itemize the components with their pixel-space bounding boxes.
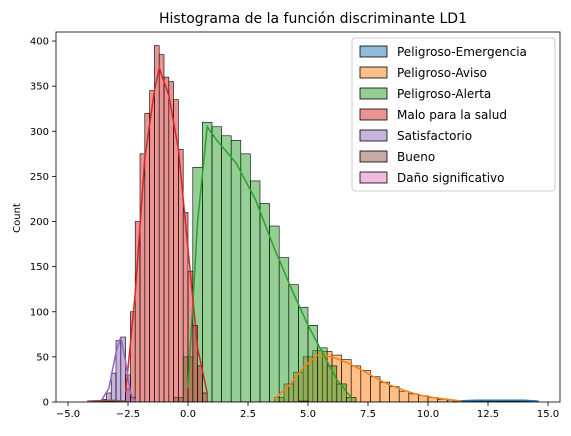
histogram-bar bbox=[398, 390, 410, 402]
kde-line bbox=[273, 354, 462, 402]
histogram-bar bbox=[370, 376, 381, 402]
x-tick-label: 15.0 bbox=[537, 409, 559, 420]
histogram-bar bbox=[202, 392, 208, 402]
legend-swatch bbox=[359, 45, 388, 58]
y-tick-label: 250 bbox=[30, 172, 49, 183]
legend-entry: Bueno bbox=[397, 150, 435, 164]
histogram-bar bbox=[269, 225, 280, 402]
y-tick-label: 350 bbox=[30, 82, 49, 93]
x-tick-label: −5.0 bbox=[56, 409, 80, 420]
histogram-bar bbox=[350, 365, 362, 402]
y-tick-label: 400 bbox=[30, 37, 49, 48]
x-tick-label: 10.0 bbox=[417, 409, 439, 420]
plot-area bbox=[87, 45, 539, 402]
kde-line bbox=[124, 65, 208, 394]
histogram-bar bbox=[221, 135, 232, 402]
histogram-bar bbox=[307, 324, 318, 402]
chart-title: Histograma de la función discriminante L… bbox=[159, 11, 467, 27]
histogram-bar bbox=[149, 90, 155, 402]
histogram-bar bbox=[230, 139, 242, 402]
y-tick-label: 0 bbox=[43, 398, 49, 409]
x-tick-label: 7.5 bbox=[360, 409, 376, 420]
y-axis-label: Count bbox=[12, 203, 23, 233]
x-tick-label: 2.5 bbox=[240, 409, 256, 420]
y-tick-label: 50 bbox=[36, 352, 49, 363]
kde-line bbox=[187, 124, 352, 398]
histogram-bar bbox=[240, 153, 251, 402]
kde-line bbox=[451, 399, 539, 402]
legend-swatch bbox=[359, 129, 388, 142]
series-6 bbox=[298, 400, 309, 402]
kde-line bbox=[100, 336, 136, 402]
histogram-bar bbox=[197, 365, 203, 402]
histogram-bar bbox=[154, 45, 160, 402]
x-tick-label: −2.5 bbox=[116, 409, 140, 420]
histogram-bar bbox=[168, 81, 174, 402]
legend-swatch bbox=[359, 171, 388, 184]
y-tick-label: 200 bbox=[30, 217, 49, 228]
y-tick-label: 100 bbox=[30, 307, 49, 318]
legend-entry: Malo para la salud bbox=[397, 108, 507, 122]
legend-entry: Daño significativo bbox=[397, 171, 505, 185]
legend-entry: Peligroso-Aviso bbox=[397, 66, 487, 80]
axes: −5.0 −2.5 0.0 2.5 5.0 7.5 10.0 12.5 15.0 0 50 100 15… bbox=[30, 31, 561, 420]
y-tick-label: 300 bbox=[30, 127, 49, 138]
legend-box bbox=[351, 37, 556, 192]
kde-line bbox=[87, 399, 126, 402]
histogram-bar bbox=[336, 383, 347, 402]
legend: Peligroso-Emergencia Peligroso-Aviso Pelig… bbox=[351, 37, 556, 192]
histogram-bar bbox=[134, 221, 141, 402]
histogram-bar bbox=[379, 381, 390, 402]
legend-entry: Satisfactorio bbox=[397, 129, 472, 143]
legend-swatch bbox=[359, 150, 388, 163]
legend-entry: Peligroso-Alerta bbox=[397, 87, 491, 101]
x-tick-label: 12.5 bbox=[477, 409, 499, 420]
histogram-bar bbox=[163, 76, 170, 402]
histogram-bar bbox=[250, 180, 261, 402]
legend-entry: Peligroso-Emergencia bbox=[397, 45, 527, 59]
histogram-bar bbox=[302, 400, 309, 402]
legend-swatch bbox=[359, 87, 388, 100]
histogram-bar bbox=[346, 397, 357, 402]
histogram-bar bbox=[389, 386, 400, 402]
legend-swatch bbox=[359, 66, 388, 79]
histogram-bar bbox=[211, 126, 222, 402]
x-tick-label: 5.0 bbox=[300, 409, 316, 420]
y-tick-label: 150 bbox=[30, 262, 49, 273]
series-2 bbox=[173, 121, 357, 402]
histogram-bar bbox=[158, 54, 165, 402]
x-tick-label: 0.0 bbox=[180, 409, 196, 420]
histogram-bar bbox=[360, 370, 371, 402]
legend-swatch bbox=[359, 108, 388, 121]
series-3 bbox=[125, 45, 208, 402]
histogram-bar bbox=[110, 372, 117, 402]
